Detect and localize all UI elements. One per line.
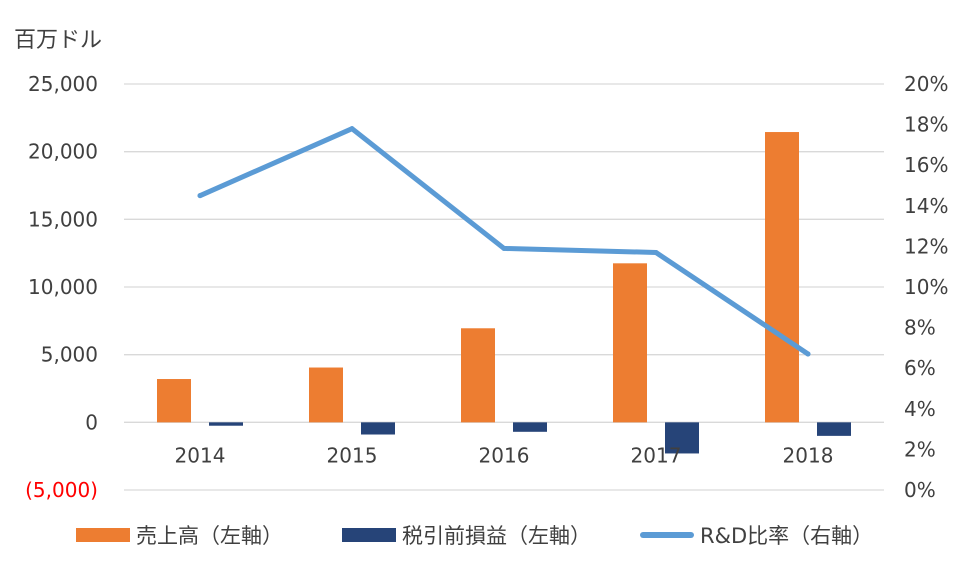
legend-label-rd: R&D比率（右軸） (700, 524, 874, 548)
y-right-tick-label: 0% (904, 478, 936, 502)
legend-item-rd: R&D比率（右軸） (640, 520, 873, 550)
x-tick-label: 2018 (783, 443, 834, 467)
y-right-tick-label: 2% (904, 437, 936, 461)
legend-label-pretax: 税引前損益（左軸） (402, 524, 591, 548)
y-right-tick-label: 18% (904, 113, 948, 137)
y-left-tick-label: 15,000 (28, 207, 98, 231)
y-right-tick-label: 16% (904, 153, 948, 177)
y-left-tick-label: 5,000 (41, 343, 98, 367)
bar-pretax (361, 422, 395, 435)
y-left-tick-label: 0 (85, 410, 98, 434)
y-left-tick-label: 25,000 (28, 72, 98, 96)
x-tick-label: 2017 (631, 443, 682, 467)
legend-item-pretax: 税引前損益（左軸） (342, 520, 591, 550)
y-right-tick-label: 20% (904, 72, 948, 96)
y-right-tick-label: 8% (904, 316, 936, 340)
bar-pretax (817, 422, 851, 436)
bar-sales (309, 367, 343, 423)
bar-sales (157, 379, 191, 423)
y-right-tick-label: 6% (904, 356, 936, 380)
point-rd-ratio (805, 351, 811, 357)
y-right-tick-label: 4% (904, 397, 936, 421)
line-rd-ratio (197, 126, 811, 357)
y-axis-unit-label: 百万ドル (14, 28, 103, 53)
y-right-tick-label: 10% (904, 275, 948, 299)
legend-swatch-rd (640, 532, 694, 538)
bar-pretax (665, 422, 699, 454)
x-tick-label: 2014 (175, 443, 226, 467)
legend-swatch-sales (76, 528, 130, 542)
y-left-tick-label: (5,000) (25, 478, 98, 502)
y-left-tick-label: 10,000 (28, 275, 98, 299)
point-rd-ratio (349, 126, 355, 132)
point-rd-ratio (501, 245, 507, 251)
y-right-tick-label: 12% (904, 234, 948, 258)
bar-sales (461, 328, 495, 423)
point-rd-ratio (653, 249, 659, 255)
bar-sales (613, 263, 647, 423)
x-tick-label: 2015 (327, 443, 378, 467)
point-rd-ratio (197, 193, 203, 199)
y-right-tick-label: 14% (904, 194, 948, 218)
x-tick-label: 2016 (479, 443, 530, 467)
legend-item-sales: 売上高（左軸） (76, 520, 283, 550)
bar-pretax (209, 422, 243, 426)
y-left-tick-label: 20,000 (28, 140, 98, 164)
legend-swatch-pretax (342, 528, 396, 542)
legend-label-sales: 売上高（左軸） (136, 524, 283, 548)
bar-sales (765, 132, 799, 423)
chart-plot: (5,000) 0 5,000 10,000 15,000 20,000 25,000 0% 2… (25, 72, 948, 502)
chart-legend: 売上高（左軸） 税引前損益（左軸） R&D比率（右軸） (0, 520, 963, 560)
bar-pretax (513, 422, 547, 432)
